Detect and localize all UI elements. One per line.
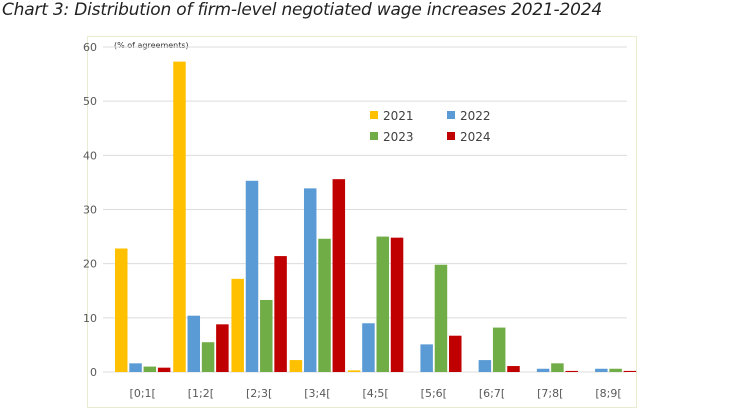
bar-2024-6 — [507, 366, 520, 372]
legend-label-2023: 2023 — [383, 130, 414, 144]
bar-2024-3 — [332, 179, 346, 372]
bar-2021-3 — [289, 360, 303, 372]
y-tick-label: 30 — [83, 204, 97, 217]
legend-swatch-2024 — [447, 132, 455, 140]
bar-2023-6 — [492, 327, 506, 372]
x-tick-label: [3;4[ — [304, 387, 330, 400]
bar-2023-7 — [551, 363, 564, 372]
chart-frame — [87, 36, 637, 408]
legend-label-2022: 2022 — [460, 109, 491, 123]
x-tick-label: [2;3[ — [246, 387, 272, 400]
bar-2023-3 — [318, 238, 331, 372]
bar-2023-4 — [376, 236, 389, 372]
bar-2023-8 — [609, 368, 622, 372]
bar-2024-8 — [623, 370, 637, 372]
x-tick-label: [6;7[ — [479, 387, 505, 400]
bar-2022-3 — [303, 188, 317, 372]
legend-swatch-2021 — [370, 111, 378, 119]
bar-2024-4 — [390, 237, 404, 372]
bar-2024-0 — [157, 367, 171, 372]
y-tick-label: 60 — [83, 41, 97, 54]
bar-2022-6 — [478, 360, 492, 372]
legend-swatch-2023 — [370, 132, 378, 140]
bar-2024-2 — [274, 256, 287, 372]
x-tick-label: [8;9[ — [595, 387, 621, 400]
bar-2022-0 — [129, 363, 142, 372]
bar-2024-7 — [565, 370, 578, 372]
x-tick-label: [1;2[ — [188, 387, 214, 400]
bar-2022-2 — [245, 180, 259, 372]
x-tick-label: [5;6[ — [421, 387, 447, 400]
bar-2021-1 — [173, 61, 186, 372]
bar-2021-4 — [347, 370, 361, 372]
y-tick-label: 20 — [83, 258, 97, 271]
bar-2023-0 — [143, 366, 157, 372]
bar-2023-2 — [260, 299, 273, 372]
bar-2022-8 — [595, 368, 608, 372]
chart-title: Chart 3: Distribution of firm-level nego… — [2, 0, 602, 20]
bar-2022-4 — [362, 323, 375, 372]
y-tick-label: 0 — [90, 366, 97, 379]
bar-2021-0 — [115, 248, 128, 372]
bar-2024-1 — [216, 324, 229, 372]
y-tick-label: 50 — [83, 95, 97, 108]
legend-label-2021: 2021 — [383, 109, 414, 123]
bar-2022-1 — [187, 315, 201, 372]
bar-2023-1 — [201, 342, 215, 372]
y-tick-label: 40 — [83, 149, 97, 162]
bar-2023-5 — [434, 264, 448, 372]
y-tick-label: 10 — [83, 312, 97, 325]
bar-2024-5 — [449, 335, 462, 372]
x-tick-label: [7;8[ — [537, 387, 563, 400]
y-axis-label: (% of agreements) — [114, 41, 189, 50]
x-tick-label: [0;1[ — [130, 387, 156, 400]
bar-2021-2 — [231, 278, 244, 372]
bar-2022-5 — [420, 344, 433, 372]
bar-2022-7 — [536, 368, 550, 372]
x-tick-label: [4;5[ — [362, 387, 388, 400]
legend-swatch-2022 — [447, 111, 455, 119]
legend-label-2024: 2024 — [460, 130, 491, 144]
